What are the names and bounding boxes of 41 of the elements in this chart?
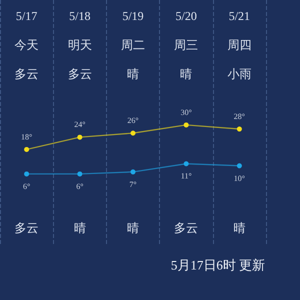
point bbox=[24, 146, 30, 152]
data-label: 11° bbox=[180, 172, 192, 181]
text: 多云 bbox=[68, 67, 92, 81]
text: 多云 bbox=[14, 221, 39, 235]
point bbox=[184, 122, 189, 128]
data-label: 7° bbox=[129, 180, 137, 189]
point bbox=[184, 161, 189, 166]
data-label: 26° bbox=[127, 116, 139, 126]
text: 多云 bbox=[174, 221, 198, 235]
text: 晴 bbox=[180, 67, 192, 81]
text: 晴 bbox=[233, 221, 246, 235]
x-tick-label: 5/18 bbox=[69, 9, 90, 23]
text: 晴 bbox=[74, 221, 86, 235]
text: 晴 bbox=[127, 221, 139, 235]
text: 周三 bbox=[174, 38, 198, 52]
text: 明天 bbox=[68, 38, 92, 52]
x-tick-label: 5/19 bbox=[122, 9, 144, 23]
x-tick-label: 5/21 bbox=[228, 9, 250, 23]
point bbox=[236, 163, 242, 168]
x-tick-label: 5/20 bbox=[176, 9, 197, 23]
data-label: 30° bbox=[180, 108, 192, 117]
text: 周二 bbox=[121, 38, 145, 52]
text: 5月17日6时 更新 bbox=[170, 258, 266, 272]
data-label: 6° bbox=[23, 182, 30, 191]
text: 周四 bbox=[227, 38, 252, 52]
text: 晴 bbox=[127, 67, 139, 81]
point bbox=[130, 130, 136, 136]
point bbox=[77, 134, 82, 140]
data-label: 28° bbox=[234, 112, 245, 122]
point bbox=[24, 171, 30, 176]
data-label: 24° bbox=[74, 120, 86, 130]
point bbox=[77, 171, 82, 176]
text: 小雨 bbox=[227, 67, 252, 81]
data-label: 10° bbox=[234, 174, 245, 183]
text: 多云 bbox=[14, 67, 39, 81]
x-tick-label: 5/17 bbox=[16, 9, 38, 23]
point bbox=[130, 169, 136, 174]
text: 今天 bbox=[14, 38, 39, 52]
point bbox=[236, 126, 242, 132]
data-label: 6° bbox=[76, 182, 84, 191]
data-label: 18° bbox=[21, 132, 32, 142]
